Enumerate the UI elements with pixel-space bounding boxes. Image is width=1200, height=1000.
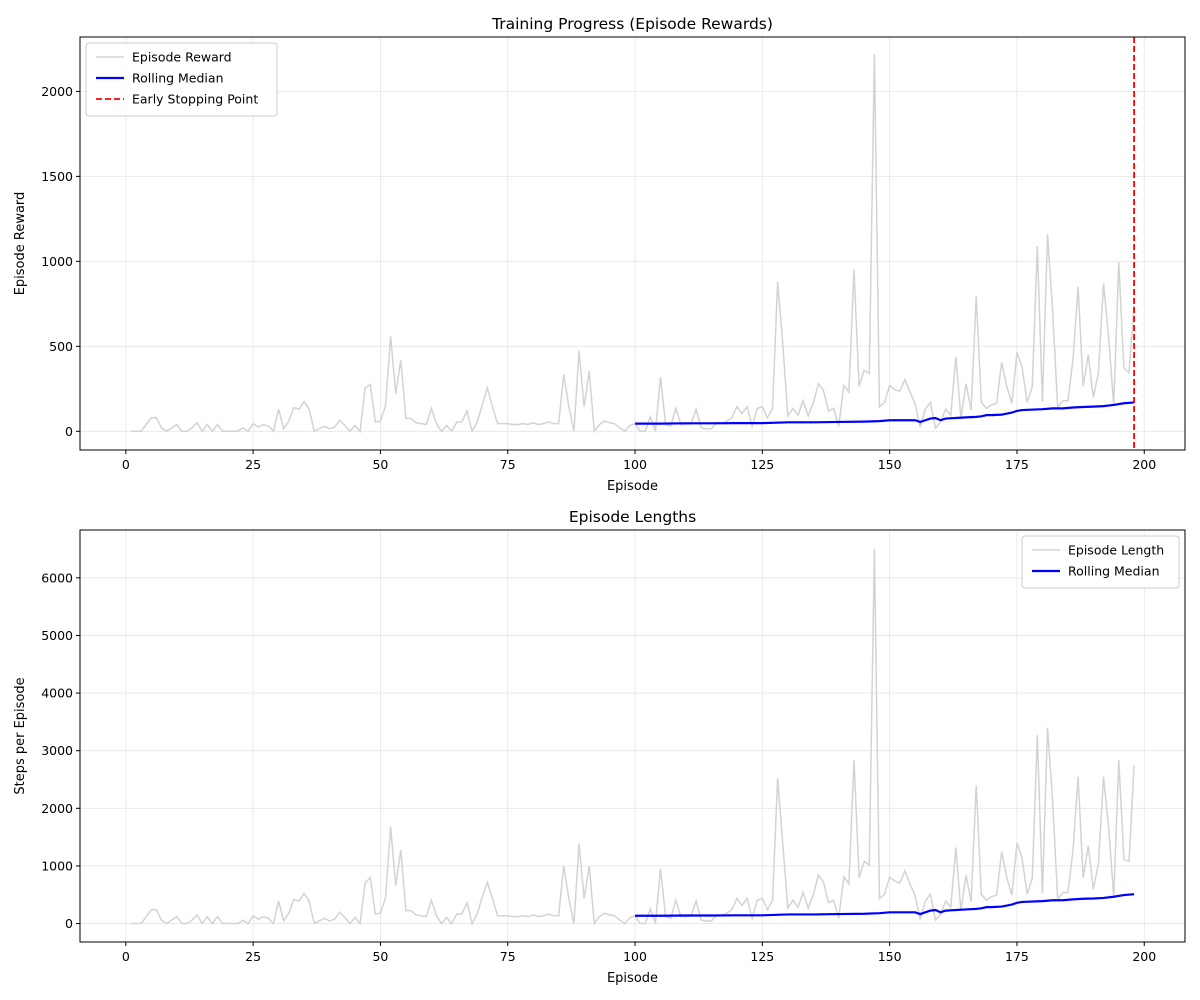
x-tick-label: 50 [372, 457, 388, 472]
axes-frame [79, 36, 1186, 451]
x-tick-label: 125 [750, 457, 774, 472]
series-line-episode-reward [130, 53, 1135, 434]
x-tick-label: 125 [750, 949, 774, 964]
x-tick-label: 200 [1132, 949, 1156, 964]
legend: Episode Reward Rolling Median Early Stoppi… [85, 42, 278, 117]
legend-label: Rolling Median [132, 71, 224, 86]
legend-box [85, 42, 278, 117]
x-axis-label: Episode [607, 479, 658, 494]
x-tick-label: 0 [122, 949, 130, 964]
y-axis-label: Episode Reward [13, 192, 28, 296]
chart-1: 0 25 50 75 100 125 150 175 2000500100015002000Tr… [13, 15, 1186, 494]
y-tick-label: 0 [65, 424, 73, 439]
legend-label: Episode Length [1068, 543, 1164, 558]
series-line-rolling-median [635, 893, 1135, 917]
legend-box [1021, 535, 1180, 589]
y-tick-label: 6000 [41, 570, 73, 585]
legend-label: Rolling Median [1068, 564, 1160, 579]
y-tick-label: 1000 [41, 254, 73, 269]
x-tick-label: 50 [372, 949, 388, 964]
y-tick-label: 2000 [41, 84, 73, 99]
y-tick-label: 5000 [41, 628, 73, 643]
chart-2: 0 25 50 75 100 125 150 175 200010002000300040005… [13, 508, 1186, 986]
axes-frame [79, 529, 1186, 943]
x-tick-label: 25 [245, 457, 261, 472]
series-line-episode-length [130, 549, 1135, 926]
x-tick-label: 100 [623, 949, 647, 964]
y-tick-label: 3000 [41, 743, 73, 758]
x-tick-label: 200 [1132, 457, 1156, 472]
x-tick-label: 75 [500, 949, 516, 964]
legend-label: Episode Reward [132, 50, 232, 65]
y-tick-label: 1500 [41, 169, 73, 184]
legend-label: Early Stopping Point [132, 92, 258, 107]
x-tick-label: 0 [122, 457, 130, 472]
y-tick-label: 4000 [41, 686, 73, 701]
x-tick-label: 175 [1005, 949, 1029, 964]
x-tick-label: 150 [878, 949, 902, 964]
y-axis-label: Steps per Episode [13, 677, 28, 794]
y-tick-label: 0 [65, 916, 73, 931]
x-tick-label: 25 [245, 949, 261, 964]
chart-title: Episode Lengths [569, 508, 696, 526]
x-axis-label: Episode [607, 971, 658, 986]
x-tick-label: 75 [500, 457, 516, 472]
x-tick-label: 100 [623, 457, 647, 472]
legend: Episode Length Rolling Median [1021, 535, 1180, 589]
y-tick-label: 2000 [41, 801, 73, 816]
x-tick-label: 175 [1005, 457, 1029, 472]
y-tick-label: 500 [49, 339, 73, 354]
y-tick-label: 1000 [41, 858, 73, 873]
x-tick-label: 150 [878, 457, 902, 472]
chart-title: Training Progress (Episode Rewards) [491, 15, 773, 33]
series-line-rolling-median [635, 401, 1135, 425]
